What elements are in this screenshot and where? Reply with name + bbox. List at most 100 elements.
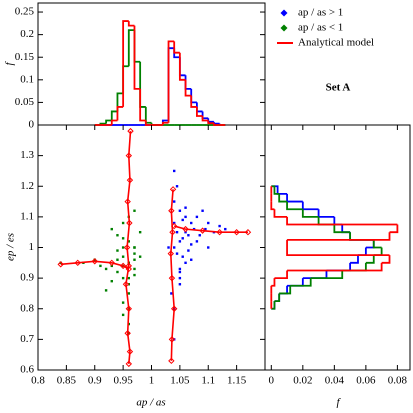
- histogram-step: [184, 79, 192, 97]
- histogram-step: [213, 123, 220, 126]
- histogram-step: [271, 185, 280, 195]
- histogram-step: [365, 239, 375, 249]
- scatter-point: [207, 221, 210, 225]
- histogram-step: [279, 285, 288, 295]
- scatter-point: [173, 200, 176, 203]
- main-x-label: ap / as: [136, 397, 165, 409]
- model-curve: [125, 131, 132, 364]
- histogram-step: [173, 41, 180, 54]
- x-tick-label: 0: [269, 375, 275, 387]
- scatter-point: [198, 234, 201, 237]
- histogram-step: [326, 262, 352, 272]
- model-marker: [168, 336, 176, 343]
- model-marker: [57, 261, 64, 268]
- model-marker: [126, 219, 133, 227]
- model-curve: [169, 189, 176, 361]
- scatter-point: [175, 252, 179, 255]
- y-tick-label: 0.2: [20, 28, 34, 40]
- scatter-point: [195, 240, 199, 243]
- scatter-point: [187, 249, 190, 252]
- histogram-step: [365, 255, 375, 264]
- histogram-step: [271, 278, 276, 287]
- histogram-step: [279, 285, 292, 295]
- scatter-point: [121, 276, 125, 280]
- scatter-point: [138, 230, 142, 234]
- x-tick-label: 0.04: [325, 375, 345, 387]
- histogram-step: [196, 106, 203, 117]
- histogram-step: [357, 247, 367, 257]
- scatter-point: [184, 206, 187, 209]
- y-tick-label: 0.05: [15, 96, 35, 108]
- histogram-step: [287, 232, 391, 241]
- x-tick-label: 0.9: [88, 375, 102, 387]
- scatter-point: [121, 301, 125, 304]
- scatter-point: [181, 237, 184, 240]
- scatter-point: [138, 255, 142, 258]
- x-tick-label: 1.05: [170, 375, 190, 387]
- y-tick-label: 1.3: [20, 149, 34, 161]
- model-marker: [124, 330, 131, 337]
- histogram-step: [122, 20, 129, 107]
- scatter-point: [187, 234, 190, 237]
- histogram-step: [105, 119, 112, 124]
- x-tick-label: 0.08: [388, 375, 408, 387]
- scatter-point: [167, 246, 170, 249]
- histogram-step: [287, 278, 304, 287]
- scatter-point: [178, 209, 182, 212]
- histogram-step: [127, 29, 135, 67]
- histogram-step: [144, 120, 152, 126]
- histogram-step: [290, 278, 312, 287]
- model-marker: [126, 176, 134, 184]
- histogram-step: [286, 193, 303, 203]
- histogram-step: [287, 262, 383, 272]
- scatter-point: [110, 279, 113, 283]
- main-y-label: ep / es: [5, 233, 17, 261]
- y-tick-label: 1.1: [20, 210, 34, 222]
- histogram-step: [116, 92, 124, 112]
- histogram-step: [286, 247, 390, 257]
- main-panel-frame: [37, 124, 266, 371]
- legend-label: Analytical model: [298, 37, 374, 49]
- scatter-point: [116, 234, 119, 237]
- histogram-step: [133, 25, 141, 90]
- scatter-point: [184, 215, 187, 219]
- x-tick-label: 0.85: [57, 375, 77, 387]
- model-marker: [182, 225, 189, 233]
- scatter-point: [133, 252, 136, 255]
- scatter-point: [175, 185, 179, 188]
- histogram-step: [286, 201, 303, 211]
- annotation: Set A: [326, 82, 351, 94]
- histogram-step: [373, 247, 383, 257]
- histogram-step: [271, 301, 276, 310]
- model-marker: [170, 305, 178, 312]
- scatter-point: [190, 258, 193, 261]
- scatter-point: [127, 292, 130, 295]
- scatter-point: [181, 255, 184, 258]
- histogram-step: [274, 270, 288, 280]
- histogram-step: [139, 88, 146, 122]
- histogram-step: [302, 270, 328, 280]
- scatter-point: [121, 246, 125, 249]
- x-tick-label: 1.15: [227, 375, 247, 387]
- scatter-point: [224, 227, 227, 231]
- histogram-step: [381, 255, 391, 264]
- model-marker: [125, 305, 133, 312]
- histogram-step: [342, 262, 367, 272]
- model-marker: [169, 228, 176, 236]
- histogram-step: [310, 270, 344, 280]
- scatter-point: [59, 261, 62, 265]
- scatter-point: [127, 240, 130, 243]
- histogram-step: [286, 216, 398, 226]
- histogram-step: [116, 106, 124, 121]
- model-marker: [126, 348, 134, 355]
- scatter-point: [133, 209, 136, 212]
- scatter-point: [184, 261, 187, 265]
- histogram-step: [349, 232, 374, 241]
- scatter-point: [121, 221, 125, 225]
- histogram-step: [317, 209, 335, 218]
- scatter-point: [127, 332, 130, 335]
- scatter-point: [178, 267, 182, 271]
- scatter-point: [218, 224, 221, 228]
- histogram-step: [317, 216, 335, 226]
